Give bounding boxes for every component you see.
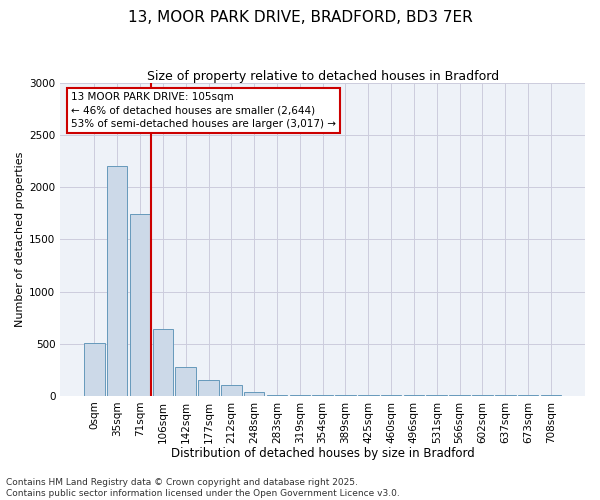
Text: 13, MOOR PARK DRIVE, BRADFORD, BD3 7ER: 13, MOOR PARK DRIVE, BRADFORD, BD3 7ER — [128, 10, 472, 25]
Text: 13 MOOR PARK DRIVE: 105sqm
← 46% of detached houses are smaller (2,644)
53% of s: 13 MOOR PARK DRIVE: 105sqm ← 46% of deta… — [71, 92, 336, 129]
Y-axis label: Number of detached properties: Number of detached properties — [15, 152, 25, 327]
Bar — [198, 380, 219, 396]
Text: Contains HM Land Registry data © Crown copyright and database right 2025.
Contai: Contains HM Land Registry data © Crown c… — [6, 478, 400, 498]
Bar — [84, 342, 104, 396]
Bar — [152, 329, 173, 396]
Title: Size of property relative to detached houses in Bradford: Size of property relative to detached ho… — [146, 70, 499, 83]
Bar — [244, 392, 265, 396]
Bar — [175, 366, 196, 396]
X-axis label: Distribution of detached houses by size in Bradford: Distribution of detached houses by size … — [171, 447, 475, 460]
Bar — [107, 166, 127, 396]
Bar — [221, 385, 242, 396]
Bar — [130, 214, 151, 396]
